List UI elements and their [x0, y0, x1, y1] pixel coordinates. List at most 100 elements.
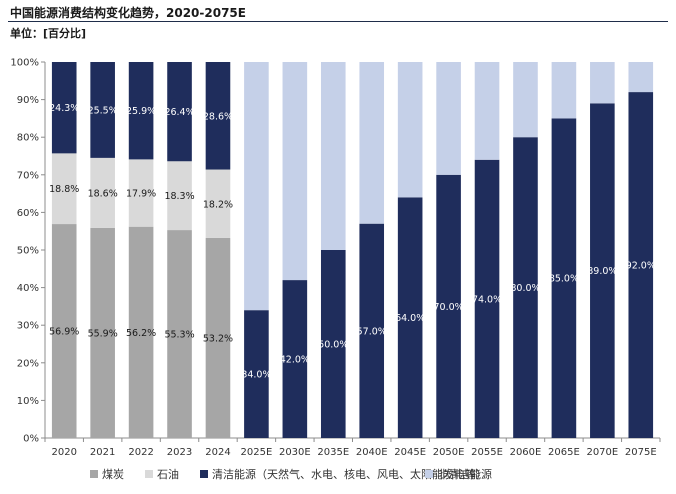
legend-swatch-clean [200, 470, 208, 478]
data-label-clean-2021: 25.5% [88, 105, 118, 116]
bar-clean-2075E [628, 92, 654, 438]
data-label-clean-2050E: 70.0% [434, 302, 464, 313]
bar-clean-2025E [244, 310, 269, 438]
bar-coal-2021 [90, 227, 115, 438]
bar-clean-2030E [282, 280, 308, 438]
x-tick-label: 2021 [90, 447, 115, 458]
bar-clean-2055E [474, 159, 500, 438]
bar-coal-2023 [167, 230, 192, 438]
bar-nonclean-2035E [320, 62, 346, 250]
data-label-oil-2023: 18.3% [164, 191, 194, 202]
y-tick-label: 80% [17, 133, 39, 144]
unit-label: 单位：[百分比] [10, 27, 87, 40]
y-tick-label: 100% [10, 58, 39, 69]
data-label-clean-2025E: 34.0% [241, 370, 271, 381]
x-tick-label: 2050E [433, 447, 465, 458]
title-divider [8, 21, 668, 22]
x-tick-label: 2030E [279, 447, 311, 458]
legend-label-nonclean: 非清洁能源 [437, 467, 492, 481]
bar-clean-2021 [90, 62, 115, 158]
y-tick-label: 70% [17, 170, 39, 181]
bar-clean-2035E [320, 250, 346, 438]
bar-clean-2040E [359, 223, 385, 438]
data-label-clean-2030E: 42.0% [280, 355, 310, 366]
legend-swatch-coal [90, 470, 98, 478]
x-tick-label: 2035E [317, 447, 349, 458]
bar-clean-2023 [167, 62, 192, 162]
data-label-coal-2022: 56.2% [126, 328, 156, 339]
x-tick-label: 2023 [167, 447, 192, 458]
bar-nonclean-2045E [397, 62, 423, 198]
y-tick-label: 50% [17, 246, 39, 257]
bar-clean-2065E [551, 118, 577, 439]
y-tick-label: 0% [23, 434, 39, 445]
chart-title: 中国能源消费结构变化趋势，2020-2075E [10, 6, 246, 20]
x-tick-label: 2065E [548, 447, 580, 458]
bar-clean-2045E [397, 197, 423, 438]
bar-coal-2020 [51, 224, 77, 438]
bar-nonclean-2030E [282, 62, 308, 281]
data-label-clean-2035E: 50.0% [318, 340, 348, 351]
bar-coal-2024 [205, 237, 231, 438]
bar-clean-2070E [590, 103, 615, 439]
bar-oil-2020 [51, 153, 77, 225]
x-tick-label: 2024 [205, 447, 230, 458]
data-label-clean-2065E: 85.0% [549, 274, 579, 285]
y-tick-label: 40% [17, 283, 39, 294]
data-label-clean-2045E: 64.0% [395, 313, 425, 324]
bar-clean-2050E [436, 174, 461, 439]
bar-nonclean-2040E [359, 62, 385, 224]
data-label-coal-2021: 55.9% [88, 328, 118, 339]
legend-label-coal: 煤炭 [102, 468, 124, 481]
data-label-clean-2075E: 92.0% [626, 261, 656, 272]
bar-nonclean-2070E [590, 62, 615, 104]
x-tick-label: 2020 [51, 447, 76, 458]
data-label-coal-2020: 56.9% [49, 327, 79, 338]
bar-clean-2024 [205, 62, 231, 170]
y-tick-label: 10% [17, 396, 39, 407]
bar-nonclean-2060E [513, 62, 538, 138]
bar-clean-2020 [51, 62, 77, 154]
x-tick-label: 2070E [586, 447, 618, 458]
bar-clean-2022 [128, 62, 154, 160]
data-label-oil-2022: 17.9% [126, 189, 156, 200]
x-tick-label: 2075E [625, 447, 657, 458]
data-label-clean-2060E: 80.0% [510, 283, 540, 294]
legend-label-oil: 石油 [157, 467, 179, 481]
bar-clean-2060E [513, 137, 538, 438]
data-label-clean-2022: 25.9% [126, 106, 156, 117]
data-label-clean-2055E: 74.0% [472, 294, 502, 305]
legend-label-clean: 清洁能源（天然气、水电、核电、风电、太阳能发电等） [212, 467, 487, 481]
bar-oil-2021 [90, 157, 115, 228]
data-label-coal-2024: 53.2% [203, 333, 233, 344]
bar-oil-2023 [167, 161, 192, 231]
bar-nonclean-2065E [551, 62, 577, 119]
data-label-clean-2023: 26.4% [164, 107, 194, 118]
bar-nonclean-2025E [244, 62, 269, 311]
bar-nonclean-2050E [436, 62, 461, 175]
y-tick-label: 90% [17, 95, 39, 106]
y-tick-label: 30% [17, 321, 39, 332]
bar-nonclean-2055E [474, 62, 500, 160]
data-label-oil-2021: 18.6% [88, 188, 118, 199]
bar-oil-2022 [128, 159, 154, 227]
legend-swatch-oil [145, 470, 153, 478]
x-tick-label: 2025E [241, 447, 273, 458]
y-tick-label: 60% [17, 208, 39, 219]
y-tick-label: 20% [17, 358, 39, 369]
data-label-clean-2020: 24.3% [49, 103, 79, 114]
x-tick-label: 2022 [128, 447, 153, 458]
data-label-clean-2024: 28.6% [203, 111, 233, 122]
bar-oil-2024 [205, 169, 231, 238]
data-label-coal-2023: 55.3% [164, 330, 194, 341]
data-label-clean-2070E: 89.0% [587, 266, 617, 277]
data-label-clean-2040E: 57.0% [357, 326, 387, 337]
x-tick-label: 2040E [356, 447, 388, 458]
x-tick-label: 2060E [510, 447, 542, 458]
data-label-oil-2020: 18.8% [49, 184, 79, 195]
legend-swatch-nonclean [425, 470, 433, 478]
data-label-oil-2024: 18.2% [203, 199, 233, 210]
bar-coal-2022 [128, 226, 154, 438]
x-tick-label: 2045E [394, 447, 426, 458]
